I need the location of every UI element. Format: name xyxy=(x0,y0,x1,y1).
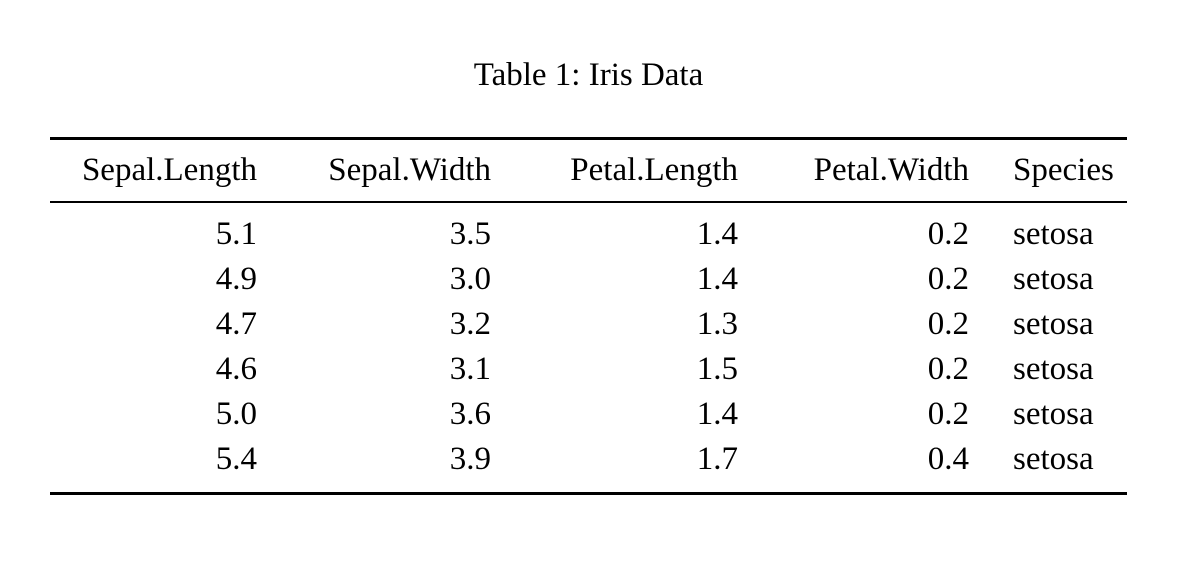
table-cell: 1.4 xyxy=(696,396,738,432)
table-cell: 5.4 xyxy=(215,441,257,477)
table-cell: 1.4 xyxy=(696,261,738,297)
table-cell: 4.9 xyxy=(215,261,257,297)
table-cell: 1.5 xyxy=(696,351,738,387)
table-cell: 0.2 xyxy=(927,216,969,252)
table-row: 5.4 3.9 1.7 0.4 setosa xyxy=(50,437,1127,494)
table-row: 5.1 3.5 1.4 0.2 setosa xyxy=(50,202,1127,257)
table-cell: 3.0 xyxy=(449,261,491,297)
table-cell: 0.2 xyxy=(927,261,969,297)
table-cell: 4.7 xyxy=(215,306,257,342)
table-row: 4.6 3.1 1.5 0.2 setosa xyxy=(50,347,1127,392)
table-cell: 1.4 xyxy=(696,216,738,252)
column-header: Sepal.Width xyxy=(277,138,511,203)
table-cell: setosa xyxy=(1013,396,1094,432)
table-cell: 3.5 xyxy=(449,216,491,252)
table-cell: 3.9 xyxy=(449,441,491,477)
table-cell: 3.6 xyxy=(449,396,491,432)
table-cell: setosa xyxy=(1013,441,1094,477)
table-cell: 5.0 xyxy=(215,396,257,432)
table-row: 4.9 3.0 1.4 0.2 setosa xyxy=(50,257,1127,302)
table-cell: setosa xyxy=(1013,216,1094,252)
iris-data-table: Sepal.Length Sepal.Width Petal.Length Petal… xyxy=(50,137,1127,495)
table-cell: 5.1 xyxy=(215,216,257,252)
table-cell: setosa xyxy=(1013,306,1094,342)
table-cell: 1.3 xyxy=(696,306,738,342)
table-cell: 3.2 xyxy=(449,306,491,342)
table-caption: Table 1: Iris Data xyxy=(473,57,704,93)
table-row: 5.0 3.6 1.4 0.2 setosa xyxy=(50,392,1127,437)
column-header: Sepal.Length xyxy=(50,138,277,203)
table-cell: setosa xyxy=(1013,351,1094,387)
table-cell: 0.2 xyxy=(927,396,969,432)
table-cell: 0.4 xyxy=(927,441,969,477)
table-cell: 1.7 xyxy=(696,441,738,477)
table-cell: 3.1 xyxy=(449,351,491,387)
table-cell: 0.2 xyxy=(927,351,969,387)
column-header: Species xyxy=(989,138,1127,203)
column-header: Petal.Width xyxy=(758,138,989,203)
table-header-row: Sepal.Length Sepal.Width Petal.Length Petal… xyxy=(50,138,1127,203)
column-header: Petal.Length xyxy=(511,138,758,203)
table-block: Table 1: Iris Data Sepal.Length Sepal.Wid… xyxy=(50,0,1127,495)
table-row: 4.7 3.2 1.3 0.2 setosa xyxy=(50,302,1127,347)
table-cell: 4.6 xyxy=(215,351,257,387)
table-cell: 0.2 xyxy=(927,306,969,342)
table-cell: setosa xyxy=(1013,261,1094,297)
